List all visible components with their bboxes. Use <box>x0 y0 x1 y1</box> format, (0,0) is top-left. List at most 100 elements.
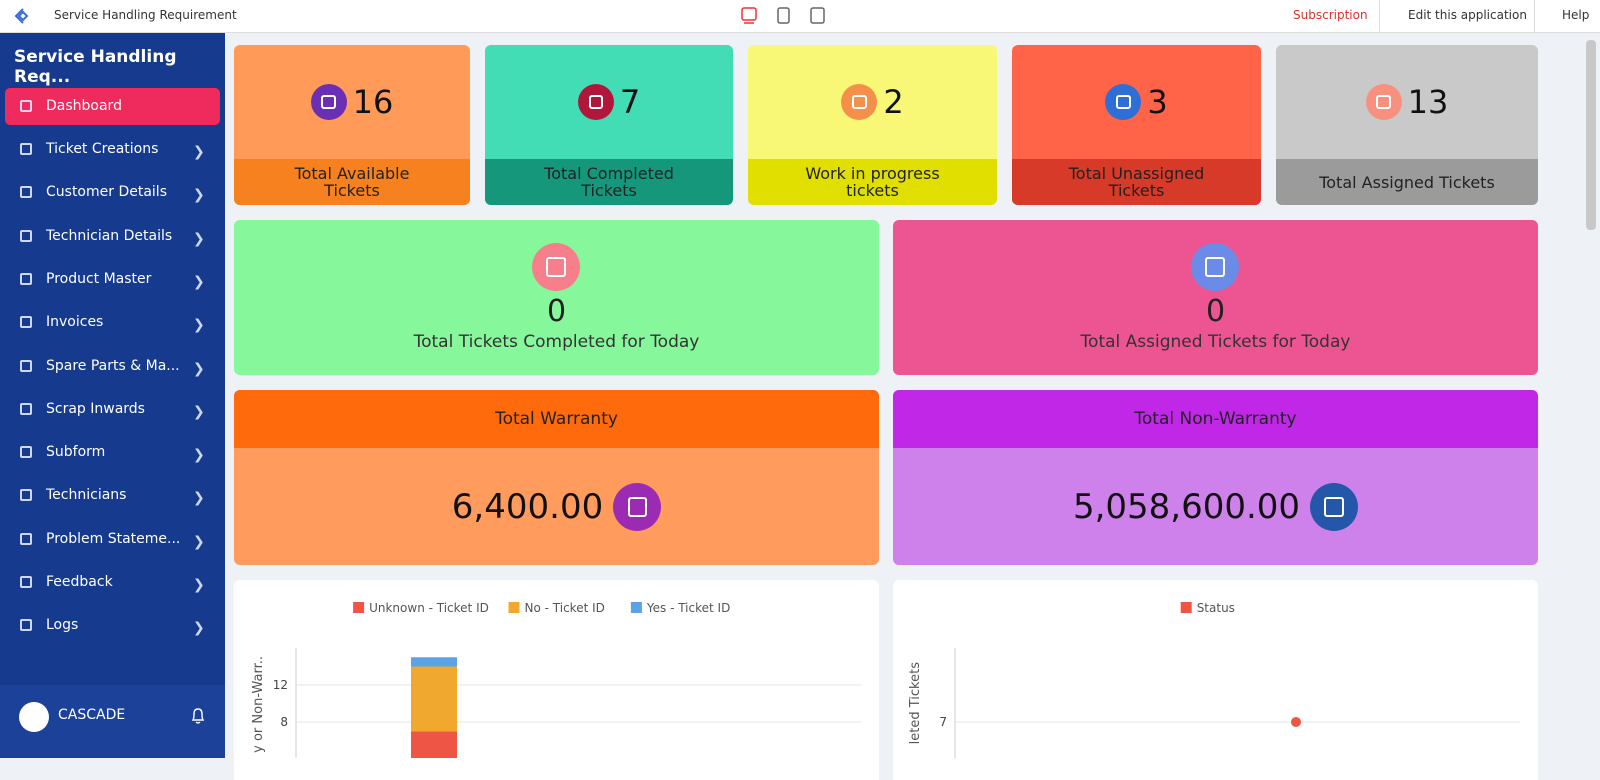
total-icon <box>1310 483 1359 531</box>
total-icon <box>613 483 662 531</box>
nav-icon <box>20 402 32 415</box>
kpi-row: 2 <box>748 83 997 121</box>
nav-icon <box>20 229 32 242</box>
kpi-value: 16 <box>352 83 394 121</box>
nav-label: Problem Stateme... <box>46 530 181 547</box>
kpi-label: Total Available Tickets <box>234 159 470 205</box>
sidebar: Service Handling Req... Dashboard Ticket … <box>0 33 225 758</box>
chevron: ❯ <box>193 317 205 334</box>
kpi-row: 16 <box>234 83 470 121</box>
nav-label: Technician Details <box>46 227 173 244</box>
y-tick-label: 7 <box>939 715 947 729</box>
legend-label: Yes - Ticket ID <box>646 601 730 615</box>
kpi-label: Total Completed Tickets <box>485 159 733 205</box>
today-card: 0 Total Tickets Completed for Today <box>234 220 879 375</box>
kpi-card: 3 Total Unassigned Tickets <box>1012 45 1261 205</box>
nav-item[interactable]: Technicians ❯ <box>5 477 220 514</box>
nav-item[interactable]: Problem Stateme... ❯ <box>5 521 220 558</box>
legend-label: Unknown - Ticket ID <box>369 601 489 615</box>
kpi-row: 3 <box>1012 83 1261 121</box>
nav-icon <box>20 359 32 372</box>
y-axis-label: leted Tickets <box>908 662 923 745</box>
nav-item[interactable]: Ticket Creations ❯ <box>5 131 220 168</box>
nav-item[interactable]: Feedback ❯ <box>5 564 220 601</box>
device-toggles[interactable] <box>740 6 830 26</box>
nav-item[interactable]: Subform ❯ <box>5 434 220 471</box>
logo <box>14 8 29 24</box>
chart: Unknown - Ticket ID No - Ticket ID Yes - T… <box>251 601 861 780</box>
nav-label: Logs <box>46 617 79 634</box>
kpi-icon <box>577 84 614 120</box>
chevron: ❯ <box>193 187 205 204</box>
today-icon <box>532 243 580 291</box>
chart-card: Status leted Tickets 7 <box>893 580 1538 780</box>
user-name: CASCADE <box>58 707 126 723</box>
nav-label: Invoices <box>46 314 104 331</box>
nav-icon <box>20 100 32 112</box>
nav-icon <box>20 619 32 632</box>
kpi-label: Total Assigned Tickets <box>1276 159 1538 205</box>
bar-segment <box>411 666 457 732</box>
legend-swatch <box>1180 602 1192 613</box>
chevron: ❯ <box>193 447 205 464</box>
chart-card: Unknown - Ticket ID No - Ticket ID Yes - T… <box>234 580 879 780</box>
chevron: ❯ <box>193 620 205 637</box>
kpi-icon <box>310 84 347 120</box>
nav-label: Technicians <box>46 487 127 504</box>
nav-item[interactable]: Spare Parts & Ma... ❯ <box>5 348 220 385</box>
nav-item[interactable]: Logs ❯ <box>5 607 220 644</box>
top-bar: Service Handling Requirement Subscriptio… <box>0 0 1600 33</box>
chart: Status leted Tickets 7 <box>908 601 1520 780</box>
nav-item[interactable]: Scrap Inwards ❯ <box>5 391 220 428</box>
nav-item[interactable]: Dashboard <box>5 88 220 125</box>
nav-icon <box>20 143 32 155</box>
kpi-card: 16 Total Available Tickets <box>234 45 470 205</box>
kpi-icon <box>1365 84 1402 120</box>
today-icon <box>1191 243 1239 291</box>
nav-icon <box>20 272 32 285</box>
kpi-card: 2 Work in progress tickets <box>748 45 997 205</box>
point <box>1291 717 1301 727</box>
nav-item[interactable]: Customer Details ❯ <box>5 174 220 211</box>
edit-link[interactable]: Edit this application <box>1408 8 1527 22</box>
legend-label: No - Ticket ID <box>525 601 605 615</box>
today-value: 0 <box>546 294 567 329</box>
kpi-value: 2 <box>883 83 904 121</box>
total-title: Total Warranty <box>234 390 879 448</box>
help-link[interactable]: Help <box>1562 8 1590 22</box>
nav-icon <box>20 446 32 459</box>
total-value: 5,058,600.00 <box>1072 487 1301 527</box>
chevron: ❯ <box>193 273 205 290</box>
nav-item[interactable]: Product Master ❯ <box>5 261 220 298</box>
kpi-value: 7 <box>619 83 641 121</box>
total-row: 6,400.00 <box>234 483 879 531</box>
subscription-link[interactable]: Subscription <box>1293 8 1368 22</box>
kpi-card: 13 Total Assigned Tickets <box>1276 45 1538 205</box>
chevron: ❯ <box>193 360 205 377</box>
bell-icon[interactable] <box>190 707 206 725</box>
chevron: ❯ <box>193 533 205 550</box>
sidebar-title: Service Handling Req... <box>14 47 177 87</box>
nav-icon <box>20 576 32 588</box>
nav-label: Customer Details <box>46 184 167 201</box>
nav-label: Spare Parts & Ma... <box>46 357 180 374</box>
user-panel: CASCADE <box>0 685 225 758</box>
kpi-row: 7 <box>485 83 733 121</box>
total-card: Total Non-Warranty 5,058,600.00 <box>893 390 1538 565</box>
total-value: 6,400.00 <box>451 487 604 527</box>
nav-icon <box>20 532 32 545</box>
today-value: 0 <box>1205 294 1226 329</box>
kpi-icon <box>1105 84 1142 120</box>
chevron: ❯ <box>193 577 205 593</box>
nav-label: Dashboard <box>46 98 122 114</box>
nav-label: Scrap Inwards <box>46 400 145 417</box>
scrollbar[interactable] <box>1586 40 1596 230</box>
legend-label: Status <box>1197 601 1235 615</box>
nav-item[interactable]: Technician Details ❯ <box>5 218 220 255</box>
legend-swatch <box>630 602 642 613</box>
nav-label: Subform <box>46 444 106 461</box>
nav-item[interactable]: Invoices ❯ <box>5 304 220 341</box>
total-title: Total Non-Warranty <box>893 390 1538 448</box>
kpi-row: 13 <box>1276 83 1538 121</box>
